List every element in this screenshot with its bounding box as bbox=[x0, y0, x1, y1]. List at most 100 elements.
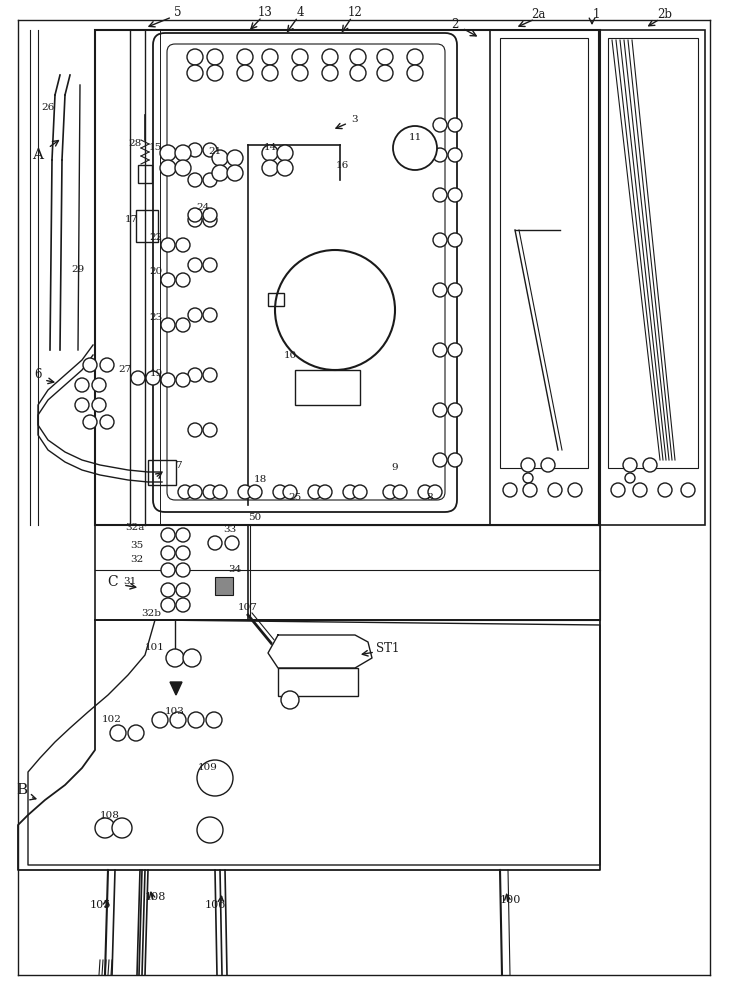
Circle shape bbox=[448, 233, 462, 247]
Circle shape bbox=[433, 403, 447, 417]
Text: 25: 25 bbox=[288, 493, 301, 502]
Text: 5: 5 bbox=[174, 6, 182, 19]
Text: 100: 100 bbox=[499, 895, 520, 905]
Text: 3: 3 bbox=[352, 115, 358, 124]
Circle shape bbox=[207, 65, 223, 81]
Text: 1: 1 bbox=[592, 8, 599, 21]
Circle shape bbox=[383, 485, 397, 499]
Circle shape bbox=[350, 65, 366, 81]
Bar bbox=[268, 293, 284, 306]
Circle shape bbox=[407, 65, 423, 81]
Circle shape bbox=[197, 760, 233, 796]
Polygon shape bbox=[268, 635, 372, 668]
Circle shape bbox=[448, 453, 462, 467]
Circle shape bbox=[170, 712, 186, 728]
Text: 9: 9 bbox=[392, 464, 399, 473]
Circle shape bbox=[188, 423, 202, 437]
Circle shape bbox=[188, 485, 202, 499]
Circle shape bbox=[183, 649, 201, 667]
Circle shape bbox=[203, 143, 217, 157]
Circle shape bbox=[203, 208, 217, 222]
Circle shape bbox=[322, 49, 338, 65]
Circle shape bbox=[176, 528, 190, 542]
Circle shape bbox=[523, 473, 533, 483]
Circle shape bbox=[206, 712, 222, 728]
Bar bbox=[148, 460, 176, 485]
Circle shape bbox=[128, 725, 144, 741]
Circle shape bbox=[433, 188, 447, 202]
Circle shape bbox=[188, 213, 202, 227]
Circle shape bbox=[175, 160, 191, 176]
Circle shape bbox=[188, 208, 202, 222]
Bar bbox=[95, 525, 600, 620]
Circle shape bbox=[161, 373, 175, 387]
Circle shape bbox=[281, 691, 299, 709]
Text: 29: 29 bbox=[72, 265, 85, 274]
Circle shape bbox=[377, 49, 393, 65]
Text: 101: 101 bbox=[145, 644, 165, 652]
Circle shape bbox=[625, 473, 635, 483]
Circle shape bbox=[541, 458, 555, 472]
Bar bbox=[250, 525, 600, 620]
Text: 17: 17 bbox=[124, 216, 138, 225]
Circle shape bbox=[433, 148, 447, 162]
Text: 4: 4 bbox=[296, 6, 304, 19]
Circle shape bbox=[433, 283, 447, 297]
Circle shape bbox=[161, 563, 175, 577]
Circle shape bbox=[83, 415, 97, 429]
Text: 15: 15 bbox=[148, 143, 161, 152]
Polygon shape bbox=[170, 682, 182, 695]
Circle shape bbox=[248, 485, 262, 499]
Circle shape bbox=[262, 160, 278, 176]
Circle shape bbox=[176, 318, 190, 332]
Text: 2b: 2b bbox=[658, 8, 672, 21]
Circle shape bbox=[318, 485, 332, 499]
Circle shape bbox=[176, 238, 190, 252]
Text: 12: 12 bbox=[347, 6, 362, 19]
Text: 107: 107 bbox=[238, 602, 258, 611]
Bar bbox=[138, 165, 152, 183]
Circle shape bbox=[503, 483, 517, 497]
Circle shape bbox=[448, 283, 462, 297]
Circle shape bbox=[75, 398, 89, 412]
Circle shape bbox=[568, 483, 582, 497]
Text: 20: 20 bbox=[150, 267, 163, 276]
Circle shape bbox=[448, 148, 462, 162]
Text: 22: 22 bbox=[150, 233, 163, 242]
Text: 24: 24 bbox=[196, 204, 210, 213]
Circle shape bbox=[187, 65, 203, 81]
Circle shape bbox=[292, 65, 308, 81]
Circle shape bbox=[100, 358, 114, 372]
Circle shape bbox=[643, 458, 657, 472]
Text: 10: 10 bbox=[283, 351, 296, 360]
Circle shape bbox=[161, 583, 175, 597]
Circle shape bbox=[75, 378, 89, 392]
Text: 6: 6 bbox=[34, 368, 42, 381]
Circle shape bbox=[548, 483, 562, 497]
Circle shape bbox=[92, 378, 106, 392]
Circle shape bbox=[161, 528, 175, 542]
Text: B: B bbox=[17, 783, 28, 797]
Text: 34: 34 bbox=[228, 566, 242, 574]
Circle shape bbox=[208, 536, 222, 550]
Text: 16: 16 bbox=[335, 160, 349, 169]
Text: 35: 35 bbox=[131, 540, 144, 550]
Circle shape bbox=[212, 165, 228, 181]
Circle shape bbox=[273, 485, 287, 499]
Circle shape bbox=[131, 371, 145, 385]
Text: 102: 102 bbox=[102, 716, 122, 724]
Circle shape bbox=[428, 485, 442, 499]
Text: A: A bbox=[33, 148, 44, 162]
Circle shape bbox=[207, 49, 223, 65]
Text: C: C bbox=[108, 575, 118, 589]
Text: 108: 108 bbox=[100, 810, 120, 820]
Circle shape bbox=[448, 343, 462, 357]
Circle shape bbox=[292, 49, 308, 65]
Circle shape bbox=[448, 403, 462, 417]
Text: 50: 50 bbox=[248, 514, 261, 522]
Circle shape bbox=[262, 65, 278, 81]
Circle shape bbox=[277, 145, 293, 161]
Bar bbox=[490, 30, 705, 525]
Circle shape bbox=[393, 126, 437, 170]
Text: 23: 23 bbox=[150, 314, 163, 322]
